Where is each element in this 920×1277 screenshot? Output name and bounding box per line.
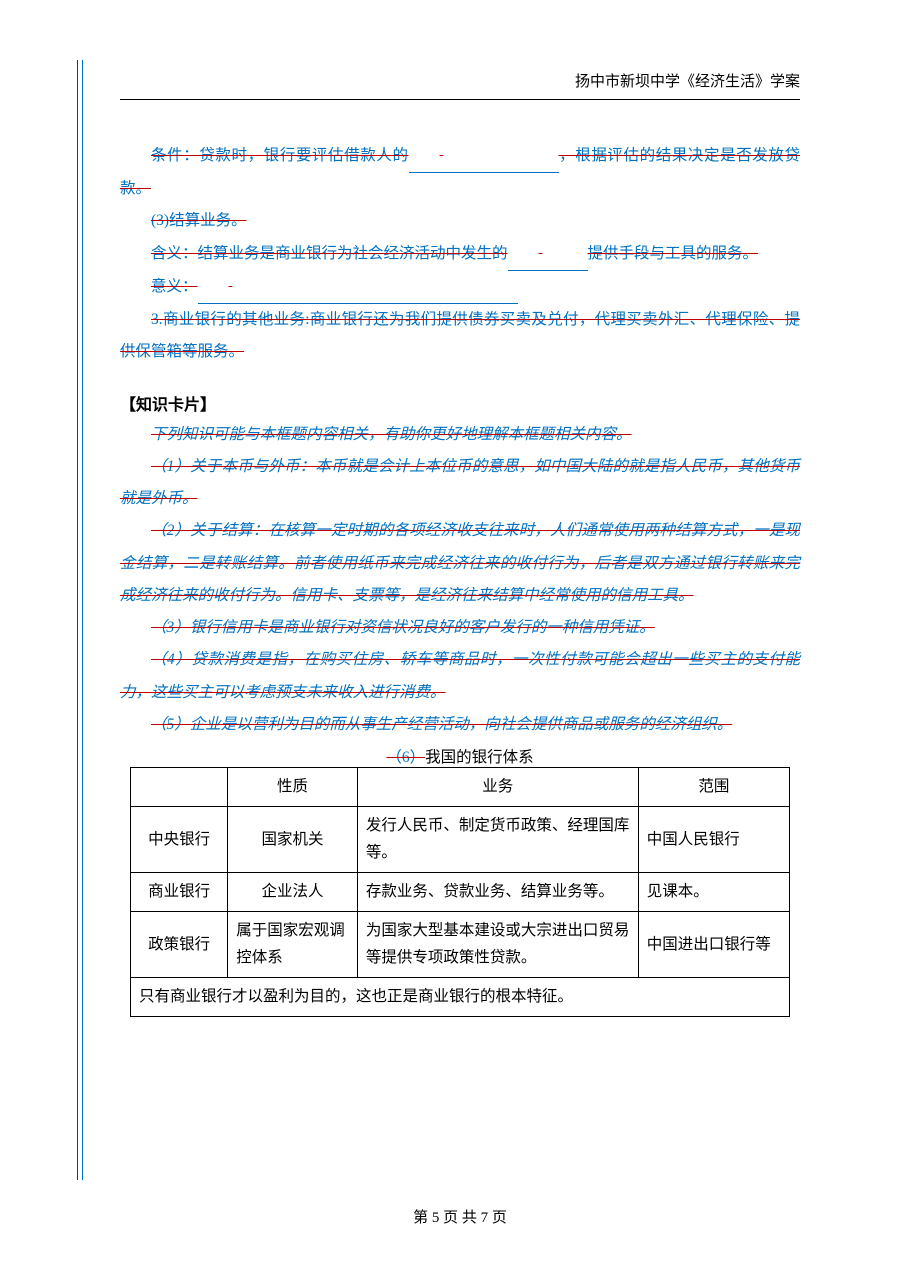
bank-table: 性质 业务 范围 中央银行 国家机关 发行人民币、制定货币政策、经理国库等。 中…: [130, 767, 790, 1017]
cell: 国家机关: [228, 807, 358, 873]
card-k2: （2）关于结算：在核算一定时期的各项经济收支往来时，人们通常使用两种结算方式，一…: [120, 522, 800, 603]
right-margin-rule: [82, 60, 83, 1180]
p3-blank: [508, 238, 588, 271]
cell: 政策银行: [131, 912, 228, 978]
table-row: 商业银行 企业法人 存款业务、贷款业务、结算业务等。 见课本。: [131, 873, 790, 912]
card-k4: （4）贷款消费是指，在购买住房、轿车等商品时，一次性付款可能会超出一些买主的支付…: [120, 651, 800, 700]
table-footer-cell: 只有商业银行才以盈利为目的，这也正是商业银行的根本特征。: [131, 978, 790, 1017]
card-k5: （5）企业是以营利为目的而从事生产经营活动，向社会提供商品或服务的经济组织。: [151, 716, 732, 733]
footer-suffix: 页: [488, 1210, 507, 1226]
cell: 中国人民银行: [638, 807, 789, 873]
p1-blank: [409, 140, 559, 173]
card-block: 下列知识可能与本框题内容相关，有助你更好地理解本框题相关内容。 （1）关于本币与…: [120, 419, 800, 741]
page-content: 扬中市新坝中学《经济生活》学案 条件：贷款时，银行要评估借款人的 ，根据评估的结…: [120, 70, 800, 1023]
cell: 中央银行: [131, 807, 228, 873]
card-k1: （1）关于本币与外币：本币就是会计上本位币的意思，如中国大陆的就是指人民币，其他…: [120, 458, 800, 507]
cell: 企业法人: [228, 873, 358, 912]
caption-text: 我国的银行体系: [425, 749, 534, 766]
footer-total: 7: [481, 1210, 489, 1226]
caption-num: （6）: [386, 749, 425, 766]
cell: 商业银行: [131, 873, 228, 912]
cell: 中国进出口银行等: [638, 912, 789, 978]
left-margin-rule: [77, 60, 78, 1180]
p3-b: 提供手段与工具的服务。: [588, 245, 759, 262]
table-caption: （6）我国的银行体系: [120, 745, 800, 767]
table-row: 中央银行 国家机关 发行人民币、制定货币政策、经理国库等。 中国人民银行: [131, 807, 790, 873]
cell: 见课本。: [638, 873, 789, 912]
p4-a: 意义：: [151, 278, 198, 295]
p1-a: 条件：贷款时，银行要评估借款人的: [151, 147, 409, 164]
th-business: 业务: [357, 767, 638, 806]
page-footer: 第 5 页 共 7 页: [0, 1206, 920, 1227]
p2: (3)结算业务。: [151, 212, 247, 229]
table-row: 政策银行 属于国家宏观调控体系 为国家大型基本建设或大宗进出口贸易等提供专项政策…: [131, 912, 790, 978]
th-nature: 性质: [228, 767, 358, 806]
th-blank: [131, 767, 228, 806]
card-k3: （3）银行信用卡是商业银行对资信状况良好的客户发行的一种信用凭证。: [151, 619, 655, 636]
card-title: 【知识卡片】: [120, 391, 800, 415]
cell: 存款业务、贷款业务、结算业务等。: [357, 873, 638, 912]
running-header: 扬中市新坝中学《经济生活》学案: [120, 70, 800, 100]
upper-block: 条件：贷款时，银行要评估借款人的 ，根据评估的结果决定是否发放贷款。 (3)结算…: [120, 140, 800, 369]
th-scope: 范围: [638, 767, 789, 806]
cell: 为国家大型基本建设或大宗进出口贸易等提供专项政策性贷款。: [357, 912, 638, 978]
p5: 3.商业银行的其他业务:商业银行还为我们提供债券买卖及兑付，代理买卖外汇、代理保…: [120, 311, 800, 360]
table-footer-row: 只有商业银行才以盈利为目的，这也正是商业银行的根本特征。: [131, 978, 790, 1017]
cell: 属于国家宏观调控体系: [228, 912, 358, 978]
cell: 发行人民币、制定货币政策、经理国库等。: [357, 807, 638, 873]
table-header-row: 性质 业务 范围: [131, 767, 790, 806]
p3-a: 含义：结算业务是商业银行为社会经济活动中发生的: [151, 245, 508, 262]
card-intro: 下列知识可能与本框题内容相关，有助你更好地理解本框题相关内容。: [151, 426, 632, 443]
footer-mid: 页 共: [439, 1210, 480, 1226]
footer-prefix: 第: [413, 1210, 432, 1226]
p4-blank: [198, 271, 518, 304]
